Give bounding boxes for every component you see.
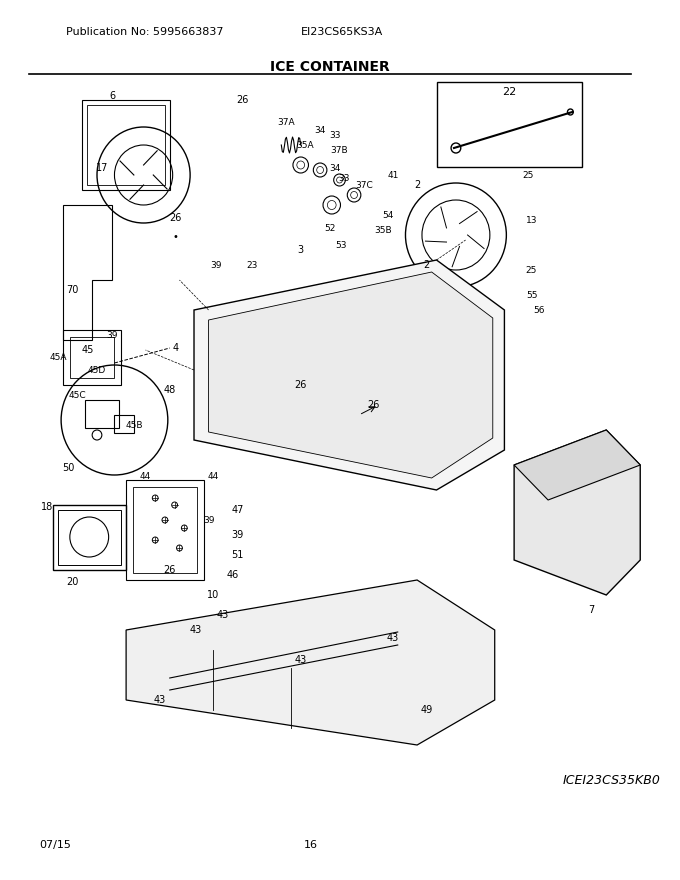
- Text: 47: 47: [231, 505, 244, 515]
- Text: 26: 26: [169, 213, 182, 223]
- Text: 3: 3: [298, 245, 304, 255]
- Text: 33: 33: [329, 130, 341, 140]
- Text: 39: 39: [211, 260, 222, 269]
- Text: 26: 26: [367, 400, 379, 410]
- Text: 07/15: 07/15: [39, 840, 71, 850]
- Polygon shape: [126, 580, 495, 745]
- Text: 44: 44: [140, 472, 151, 480]
- Text: 52: 52: [324, 224, 335, 232]
- Text: 23: 23: [247, 260, 258, 269]
- Text: 43: 43: [189, 625, 201, 635]
- Text: 39: 39: [203, 516, 214, 524]
- Text: 45C: 45C: [69, 391, 86, 400]
- Text: 16: 16: [303, 840, 318, 850]
- Polygon shape: [514, 430, 641, 500]
- Text: 25: 25: [522, 171, 533, 180]
- Text: 10: 10: [207, 590, 220, 600]
- Text: 37B: 37B: [330, 145, 348, 155]
- Text: 43: 43: [294, 655, 307, 665]
- Bar: [70, 337, 114, 378]
- Text: 6: 6: [109, 91, 116, 101]
- Text: 17: 17: [96, 163, 108, 173]
- Text: 45: 45: [81, 345, 93, 355]
- Bar: [87, 105, 165, 185]
- Text: 26: 26: [237, 95, 249, 105]
- Text: ICE CONTAINER: ICE CONTAINER: [270, 60, 390, 74]
- Polygon shape: [209, 272, 493, 478]
- Text: 43: 43: [217, 610, 229, 620]
- Bar: [82, 100, 170, 190]
- Text: 37A: 37A: [277, 118, 295, 127]
- Text: 39: 39: [106, 331, 118, 340]
- Text: 43: 43: [154, 695, 166, 705]
- Text: 45B: 45B: [125, 421, 143, 429]
- Text: 2: 2: [414, 180, 420, 190]
- Bar: [86, 400, 119, 428]
- Text: 46: 46: [226, 570, 239, 580]
- Text: 45D: 45D: [88, 365, 106, 375]
- Text: EI23CS65KS3A: EI23CS65KS3A: [301, 27, 383, 37]
- Text: 51: 51: [231, 550, 244, 560]
- Text: 13: 13: [526, 216, 537, 224]
- Text: Publication No: 5995663837: Publication No: 5995663837: [66, 27, 224, 37]
- Text: 22: 22: [502, 87, 516, 97]
- Text: 41: 41: [387, 171, 398, 180]
- Text: 35B: 35B: [375, 225, 392, 234]
- Text: ICEI23CS35KB0: ICEI23CS35KB0: [562, 774, 660, 787]
- Text: 49: 49: [421, 705, 433, 715]
- Text: 20: 20: [67, 577, 79, 587]
- Text: 18: 18: [41, 502, 53, 512]
- Polygon shape: [514, 430, 641, 595]
- Text: 70: 70: [67, 285, 79, 295]
- Text: 50: 50: [62, 463, 74, 473]
- Bar: [63, 330, 121, 385]
- Text: 44: 44: [208, 472, 219, 480]
- Bar: [114, 415, 134, 433]
- Text: 26: 26: [164, 565, 176, 575]
- Text: •: •: [173, 232, 179, 242]
- Text: 48: 48: [164, 385, 176, 395]
- Bar: [437, 82, 582, 167]
- Bar: [126, 480, 204, 580]
- Text: 56: 56: [534, 305, 545, 314]
- Text: 7: 7: [589, 605, 595, 615]
- Text: 55: 55: [526, 290, 537, 299]
- Bar: [133, 487, 197, 573]
- Text: 53: 53: [336, 240, 347, 250]
- Text: 43: 43: [387, 633, 399, 643]
- Polygon shape: [194, 260, 505, 490]
- Bar: [58, 510, 121, 565]
- Text: 2: 2: [424, 260, 430, 270]
- Text: 25: 25: [525, 266, 537, 275]
- Text: 45A: 45A: [50, 353, 67, 362]
- Text: 35A: 35A: [296, 141, 314, 150]
- Text: 33: 33: [339, 173, 350, 182]
- Text: 4: 4: [173, 343, 179, 353]
- Text: 34: 34: [314, 126, 326, 135]
- Text: 54: 54: [382, 210, 394, 219]
- Text: 37C: 37C: [355, 180, 373, 189]
- Text: 34: 34: [329, 164, 341, 172]
- Bar: [53, 505, 126, 570]
- Text: 26: 26: [294, 380, 307, 390]
- Text: 39: 39: [231, 530, 244, 540]
